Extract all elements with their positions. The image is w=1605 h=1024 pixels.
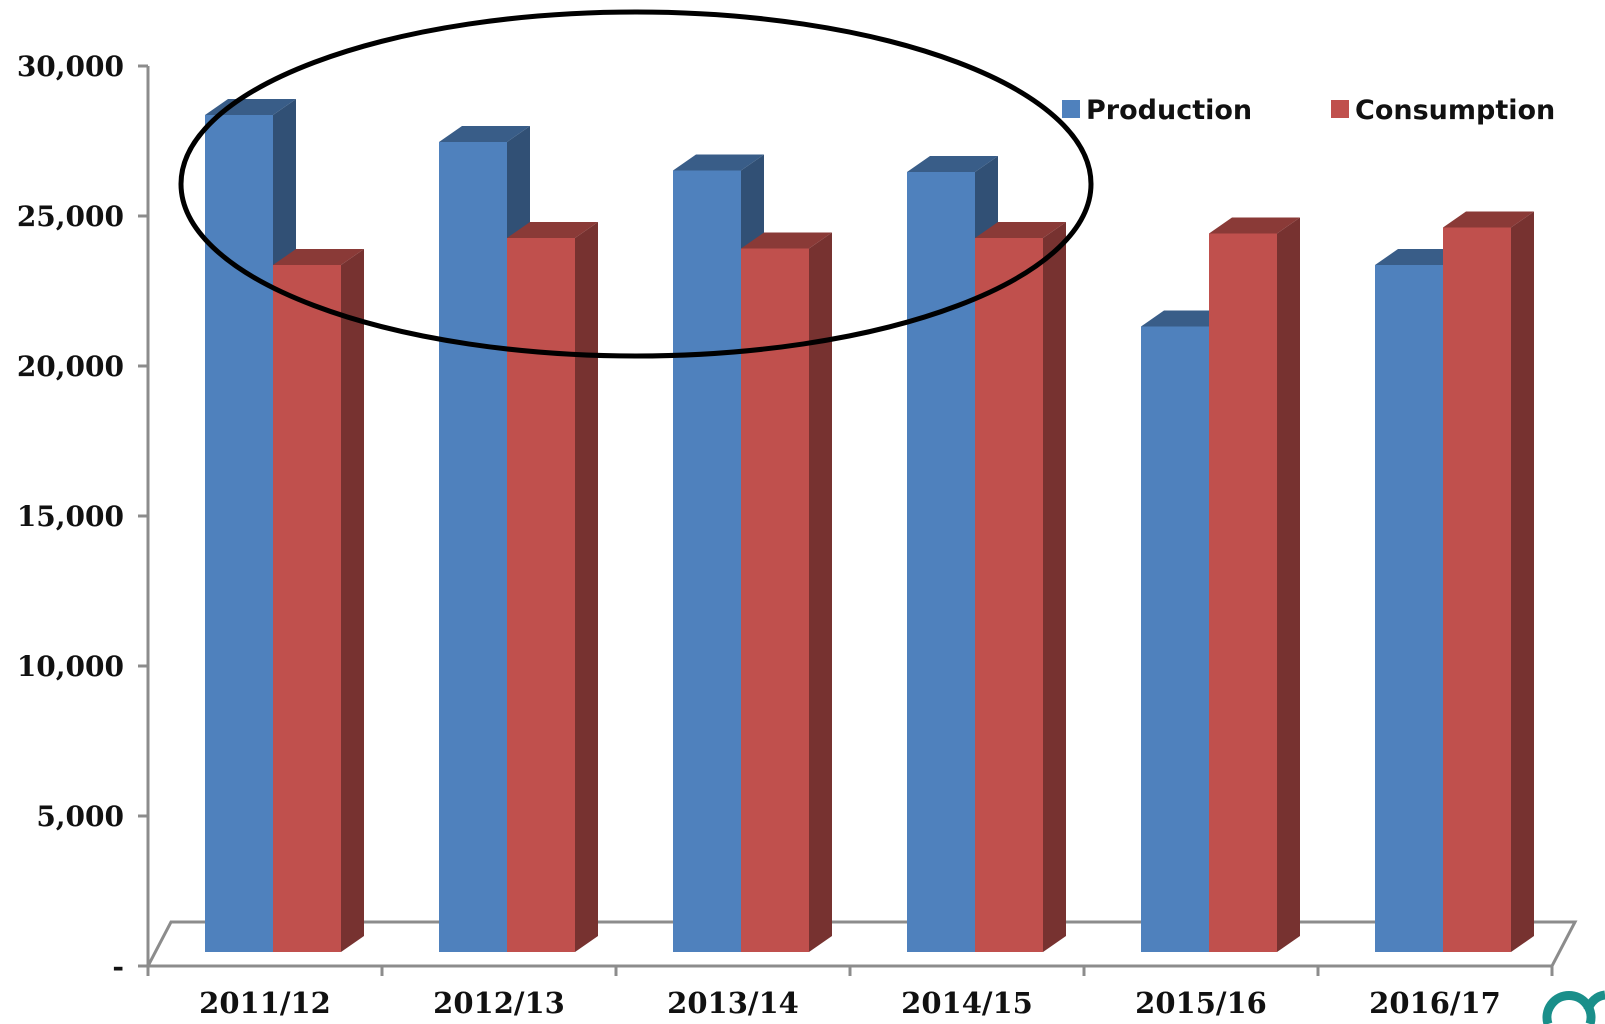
legend-swatch-production — [1062, 100, 1080, 118]
bar-side — [341, 249, 364, 952]
bar-consumption — [507, 222, 598, 952]
bar-side — [1043, 222, 1066, 952]
bar-front — [741, 248, 809, 952]
bar-consumption — [273, 249, 364, 952]
bar-front — [1209, 233, 1277, 952]
bar-side — [1277, 217, 1300, 952]
bar-side — [809, 232, 832, 952]
bar-front — [507, 238, 575, 952]
bar-side — [575, 222, 598, 952]
bar-top — [673, 154, 764, 171]
legend: Production Consumption — [1062, 95, 1555, 126]
x-tick-label: 2015/16 — [1135, 986, 1267, 1020]
bar-front — [1141, 326, 1209, 952]
bar-side — [1511, 211, 1534, 952]
bar-consumption — [741, 232, 832, 952]
y-tick-label: 10,000 — [17, 650, 124, 683]
bar-front — [205, 115, 273, 952]
y-axis-ticks: - 5,000 10,000 15,000 20,000 25,000 30,000 — [17, 50, 148, 983]
x-tick-label: 2016/17 — [1369, 986, 1501, 1020]
legend-swatch-consumption — [1331, 100, 1349, 118]
highlight-ellipse — [178, 9, 1094, 359]
bar-top — [1443, 211, 1534, 228]
y-tick-label: 20,000 — [17, 350, 124, 383]
x-tick-label: 2014/15 — [901, 986, 1033, 1020]
bar-front — [673, 170, 741, 952]
x-tick-label: 2011/12 — [199, 986, 331, 1020]
bar-consumption — [1209, 217, 1300, 952]
bar-top — [439, 126, 530, 142]
bar-top — [907, 156, 998, 172]
y-tick-label: - — [112, 950, 124, 983]
bar-front — [273, 265, 341, 952]
y-tick-label: 25,000 — [17, 200, 124, 233]
bar-consumption — [975, 222, 1066, 952]
bar-front — [1443, 227, 1511, 952]
legend-label-production: Production — [1086, 95, 1252, 126]
logo-fragment — [1542, 990, 1605, 1024]
x-tick-label: 2013/14 — [667, 986, 799, 1020]
y-tick-label: 5,000 — [36, 800, 124, 833]
bar-front — [1375, 265, 1443, 952]
x-axis-ticks: 2011/12 2012/13 2013/14 2014/15 2015/16 2016/… — [146, 966, 1554, 1020]
bar-top — [1209, 217, 1300, 234]
bar-top — [273, 249, 364, 265]
bar-consumption — [1443, 211, 1534, 952]
bar-front — [907, 172, 975, 952]
y-tick-label: 15,000 — [17, 500, 124, 533]
bar-top — [507, 222, 598, 238]
bar-front — [975, 238, 1043, 952]
y-tick-label: 30,000 — [17, 50, 124, 83]
bar-top — [975, 222, 1066, 238]
x-tick-label: 2012/13 — [433, 986, 565, 1020]
bar-top — [741, 232, 832, 249]
bars — [205, 99, 1534, 952]
bar-front — [439, 142, 507, 952]
legend-label-consumption: Consumption — [1355, 95, 1555, 126]
